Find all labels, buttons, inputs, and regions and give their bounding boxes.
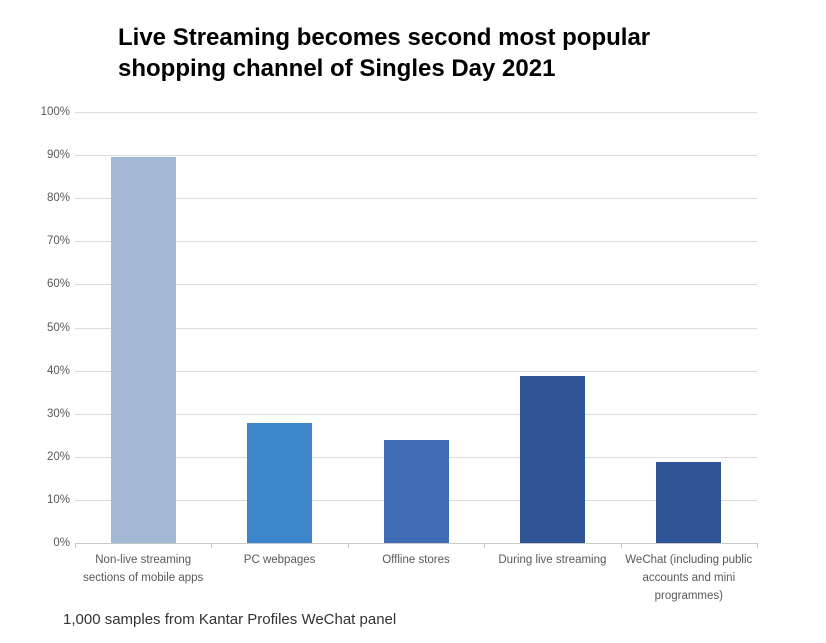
x-axis-tick xyxy=(757,543,758,548)
bar xyxy=(656,462,722,543)
y-axis-tick-label: 90% xyxy=(46,149,70,162)
y-axis-tick-label: 50% xyxy=(46,321,70,334)
x-axis-category-label: PC webpages xyxy=(243,554,316,566)
chart-title: Live Streaming becomes second most popul… xyxy=(118,24,651,83)
x-axis-category-label: During live streaming xyxy=(498,554,607,566)
bar xyxy=(110,157,176,543)
x-axis-category-label: Non-live streaming sections of mobile ap… xyxy=(83,554,204,584)
source-note: 1,000 samples from Kantar Profiles WeCha… xyxy=(63,611,397,628)
gridline xyxy=(75,284,757,286)
x-axis-category-label: WeChat (including public accounts and mi… xyxy=(625,554,753,602)
gridline xyxy=(75,155,757,157)
x-axis-tick xyxy=(347,543,349,548)
gridline xyxy=(75,112,757,113)
bar xyxy=(247,423,313,543)
x-axis-tick xyxy=(484,543,486,548)
y-axis-tick-label: 80% xyxy=(46,192,70,205)
x-axis-tick xyxy=(75,543,76,548)
gridline xyxy=(75,327,757,329)
gridline xyxy=(75,241,757,243)
x-axis-category-label: Offline stores xyxy=(382,554,450,566)
y-axis-tick-label: 10% xyxy=(46,493,70,506)
plot-area xyxy=(75,112,758,548)
y-axis-tick-label: 100% xyxy=(40,106,70,118)
y-axis-tick-label: 20% xyxy=(46,450,70,463)
gridline xyxy=(75,370,757,372)
x-axis-tick xyxy=(211,543,213,548)
y-axis-tick-label: 30% xyxy=(46,407,70,420)
y-axis-tick-label: 70% xyxy=(46,235,70,248)
y-axis-tick-label: 60% xyxy=(46,278,70,291)
y-axis: 0% 10% 20% 30% 40% 50% 60% 70% 80% 90% 100% xyxy=(0,106,70,549)
gridline xyxy=(75,198,757,200)
x-axis-tick xyxy=(620,543,622,548)
bar xyxy=(519,376,585,543)
y-axis-tick-label: 0% xyxy=(53,537,70,549)
gridline xyxy=(75,413,757,415)
bar xyxy=(383,440,449,543)
y-axis-tick-label: 40% xyxy=(46,364,70,377)
x-axis: Non-live streaming sections of mobile ap… xyxy=(75,552,757,608)
